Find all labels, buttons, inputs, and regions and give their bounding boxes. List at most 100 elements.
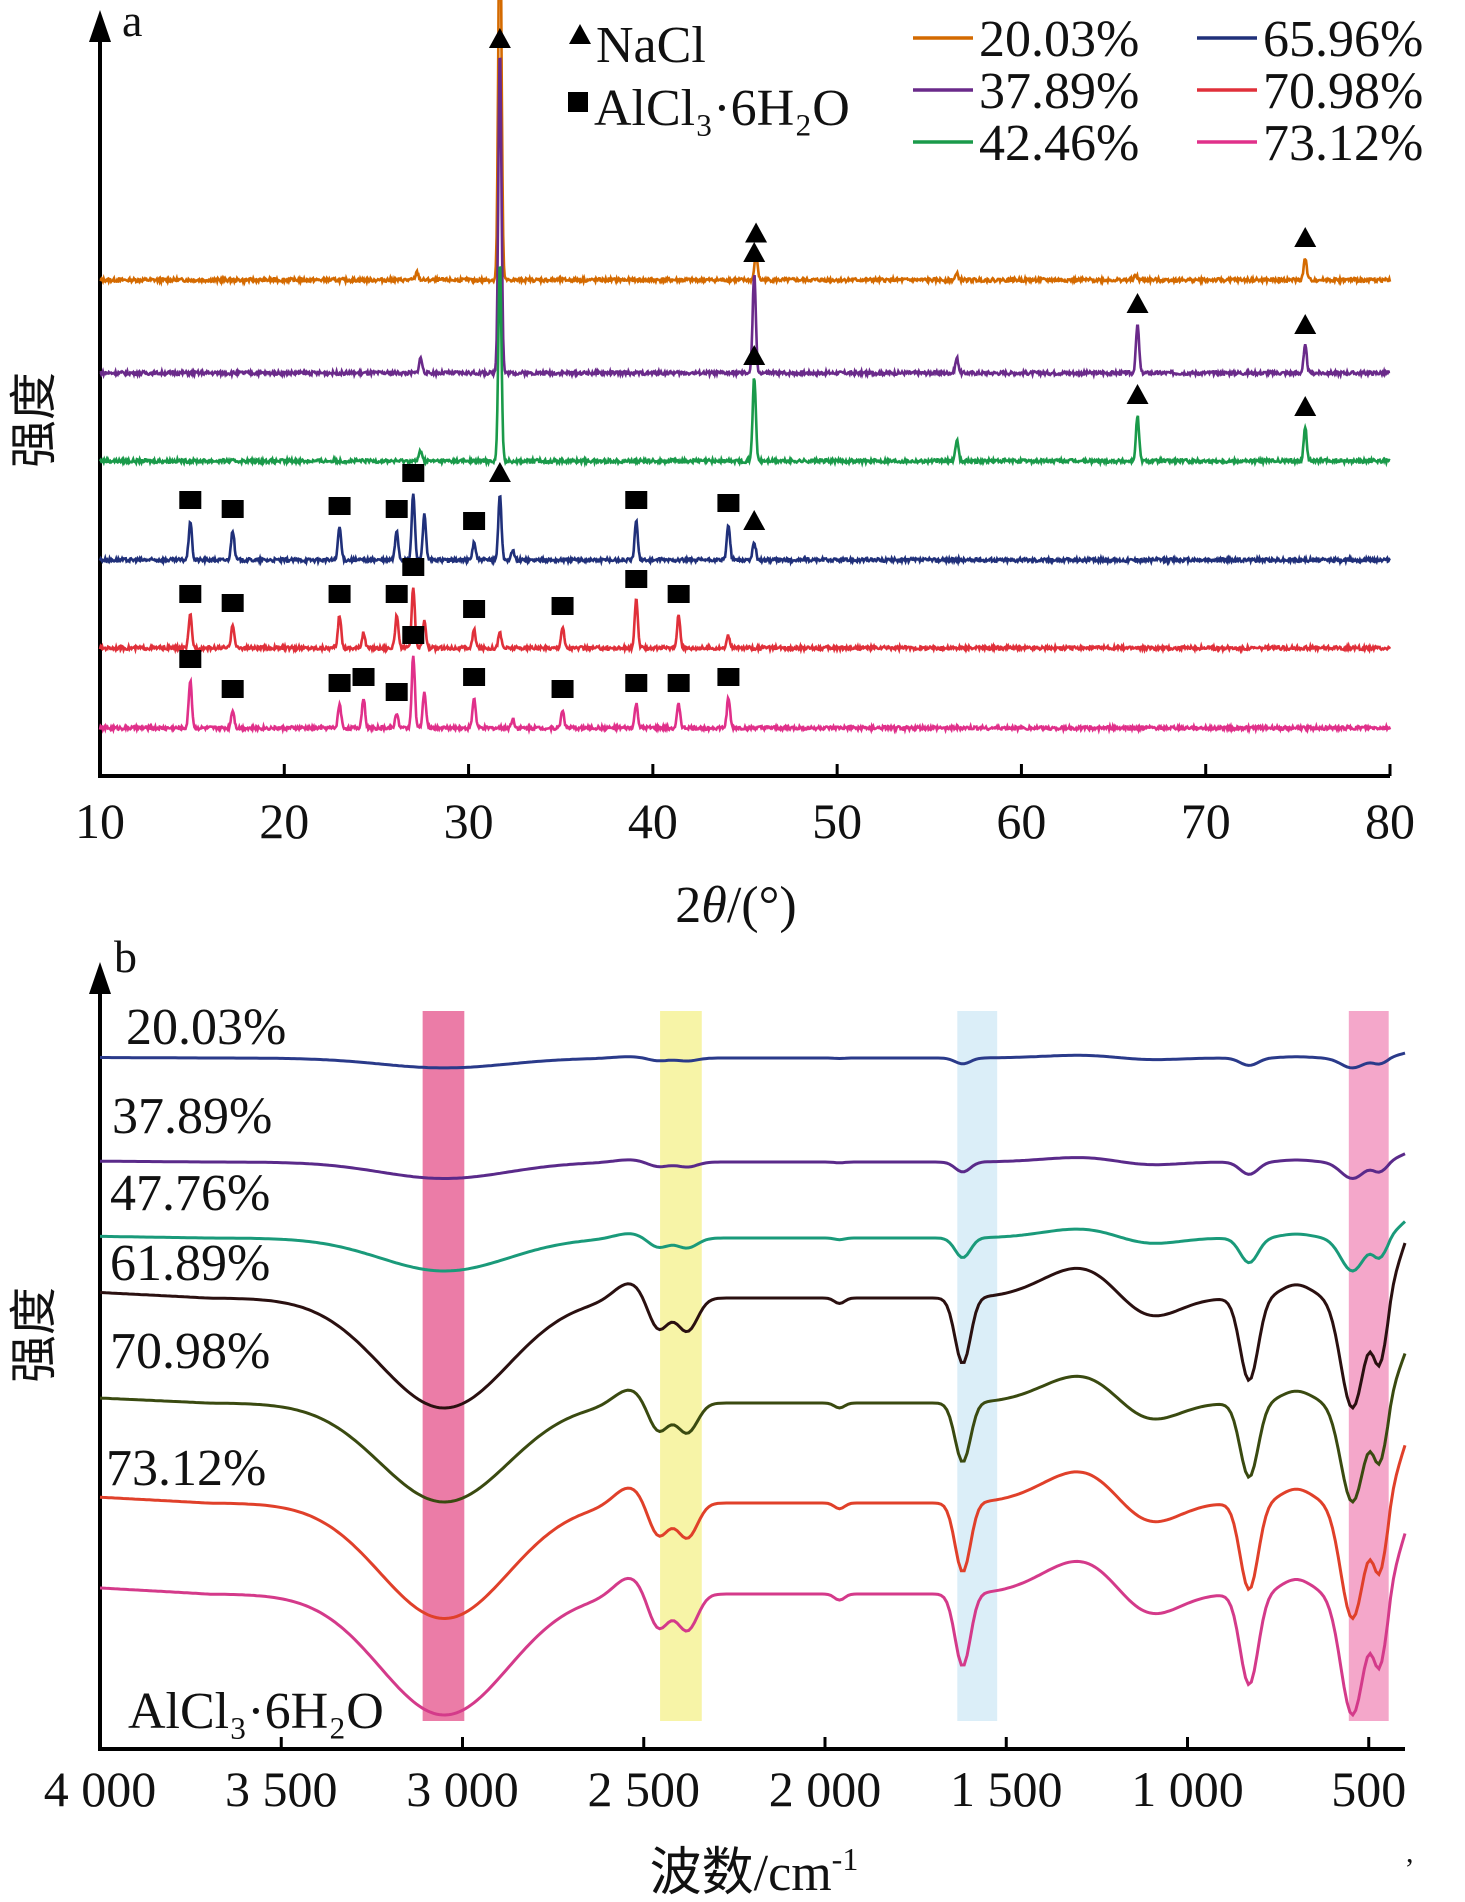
panel-a-x-label-prefix: 2: [675, 877, 701, 934]
b-tick-label: 2 500: [588, 1761, 701, 1817]
alcl3-marker: [352, 668, 375, 686]
panel-a-marker-legend: NaCl AlCl₃·6H₂O: [568, 17, 850, 137]
alcl3-marker: [221, 500, 244, 518]
ftir-series-label: 70.98%: [110, 1323, 270, 1380]
panel-a-x-label-symbol: θ: [701, 877, 727, 934]
xrd-series: [98, 626, 1392, 735]
nacl-marker: [1126, 293, 1149, 313]
panel-b-label: b: [114, 931, 137, 982]
alcl3-marker: [667, 674, 690, 692]
alcl3-marker: [179, 650, 202, 668]
legend-label: 20.03%: [979, 11, 1139, 68]
panel-a-label: a: [122, 0, 142, 46]
xrd-line: [98, 587, 1392, 655]
nacl-marker: [745, 222, 768, 243]
ftir-series-label: AlCl₃·6H₂O: [128, 1683, 384, 1740]
legend-label: 70.98%: [1263, 63, 1423, 120]
alcl3-marker: [385, 683, 408, 701]
alcl3-marker: [717, 668, 740, 686]
ftir-series: 70.98%: [99, 1323, 1407, 1505]
xrd-series: [99, 57, 1391, 380]
legend-entry: 70.98%: [1197, 63, 1423, 120]
alcl3-marker: [221, 680, 244, 698]
nacl-marker: [743, 242, 766, 262]
nacl-marker: [743, 510, 766, 530]
nacl-marker: [1294, 227, 1317, 247]
panel-a-y-label: 强度: [6, 372, 62, 468]
alcl3-marker: [385, 585, 408, 603]
panel-a-y-axis-arrow: [89, 10, 111, 42]
footnote-comma: ,: [1406, 1836, 1414, 1869]
panel-a-series: [98, 0, 1392, 735]
alcl3-marker: [221, 594, 244, 612]
ftir-line: [99, 1444, 1407, 1621]
alcl3-marker: [463, 668, 486, 686]
legend-entry: 65.96%: [1197, 11, 1423, 68]
legend-label: 65.96%: [1263, 11, 1423, 68]
ftir-series: 47.76%: [100, 1165, 1407, 1273]
ftir-series-label: 37.89%: [112, 1088, 272, 1145]
ftir-series-label: 61.89%: [110, 1235, 270, 1292]
panel-b-bands: [422, 1011, 1389, 1721]
ftir-series: 37.89%: [100, 1088, 1406, 1181]
alcl3-marker: [717, 494, 740, 512]
a-tick-label: 40: [628, 793, 678, 849]
nacl-marker: [1294, 314, 1317, 334]
xrd-line: [99, 57, 1391, 380]
legend-entry: 20.03%: [913, 11, 1139, 68]
alcl3-marker: [667, 585, 690, 603]
ftir-line: [99, 1533, 1407, 1718]
panel-a: a 强度 10 20 30 40 50 60 70 80 2θ/(°) NaCl AlCl₃·…: [6, 0, 1423, 934]
alcl3-marker: [625, 491, 648, 509]
ftir-series-label: 47.76%: [110, 1165, 270, 1222]
alcl3-marker: [328, 585, 351, 603]
a-tick-label: 80: [1365, 793, 1415, 849]
alcl3-marker: [625, 674, 648, 692]
a-tick-label: 60: [996, 793, 1046, 849]
nacl-marker: [743, 345, 766, 365]
legend-nacl-label: NaCl: [596, 17, 706, 74]
ftir-line: [100, 1220, 1407, 1273]
ftir-line: [100, 1051, 1406, 1070]
legend-label: 37.89%: [979, 63, 1139, 120]
legend-alcl3-label: AlCl₃·6H₂O: [594, 80, 850, 137]
legend-entry: 37.89%: [913, 63, 1139, 120]
ftir-series: AlCl₃·6H₂O: [99, 1533, 1407, 1740]
alcl3-square-icon: [568, 92, 588, 112]
panel-b-x-label-sup: -1: [832, 1841, 859, 1877]
alcl3-marker: [551, 597, 574, 615]
absorption-band: [957, 1011, 998, 1721]
xrd-line: [98, 265, 1391, 468]
ftir-series-label: 20.03%: [126, 999, 286, 1056]
xrd-series: [98, 462, 1391, 567]
b-tick-label: 3 000: [406, 1761, 519, 1817]
b-tick-label: 3 500: [225, 1761, 338, 1817]
legend-entry: 42.46%: [913, 115, 1139, 172]
nacl-marker: [1126, 384, 1149, 404]
alcl3-marker: [402, 464, 425, 482]
a-tick-label: 50: [812, 793, 862, 849]
xrd-series: [99, 0, 1392, 287]
alcl3-marker: [463, 600, 486, 618]
panel-b-series: 20.03% 37.89% 47.76% 61.89% 70.98% 73.12% AlCl…: [99, 999, 1407, 1740]
ftir-line: [100, 1152, 1406, 1181]
nacl-marker: [1294, 396, 1317, 416]
alcl3-marker: [463, 512, 486, 530]
alcl3-marker: [328, 674, 351, 692]
ftir-series-label: 73.12%: [106, 1440, 266, 1497]
panel-a-x-ticks: 10 20 30 40 50 60 70 80: [75, 764, 1415, 849]
b-tick-label: 1 000: [1131, 1761, 1244, 1817]
legend-label: 42.46%: [979, 115, 1139, 172]
alcl3-marker: [402, 626, 425, 644]
alcl3-marker: [328, 497, 351, 515]
xrd-line: [98, 493, 1391, 567]
alcl3-marker: [551, 680, 574, 698]
ftir-series: 73.12%: [99, 1440, 1407, 1621]
panel-a-x-label-suffix: /(°): [727, 877, 797, 934]
b-tick-label: 500: [1331, 1761, 1406, 1817]
absorption-band: [422, 1011, 465, 1721]
ftir-line: [99, 1242, 1407, 1411]
legend-entry: 73.12%: [1197, 115, 1423, 172]
alcl3-marker: [385, 500, 408, 518]
